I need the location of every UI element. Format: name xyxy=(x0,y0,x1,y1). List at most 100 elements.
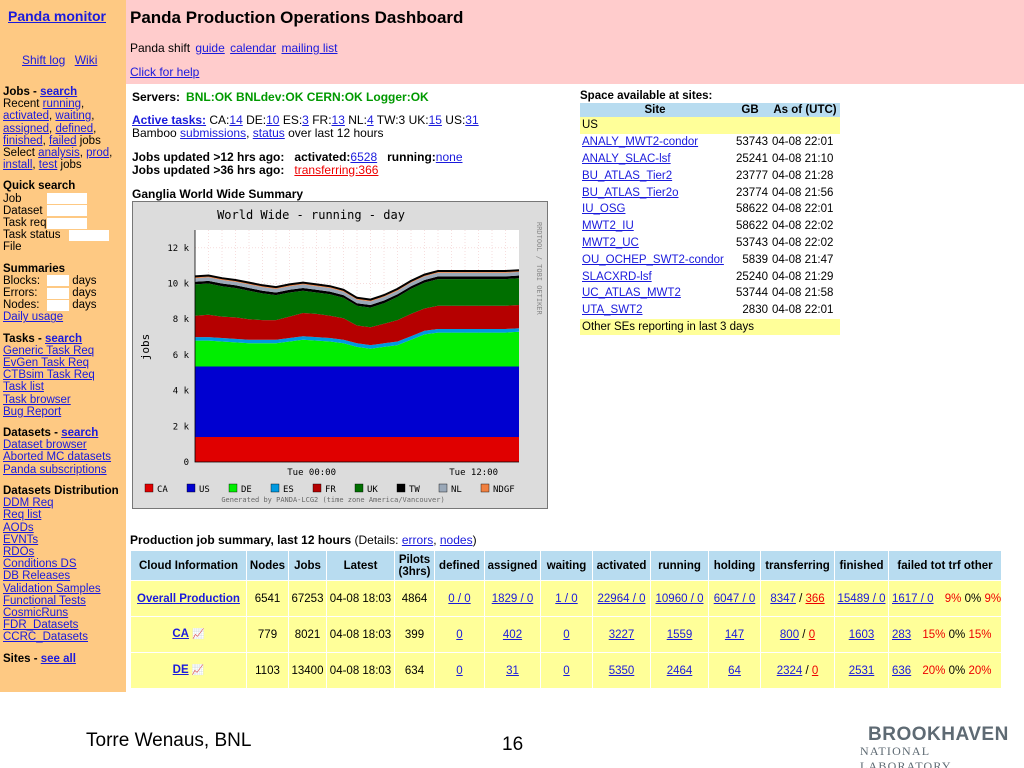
col-gb[interactable]: GB xyxy=(730,103,770,117)
cell-assigned[interactable]: 402 xyxy=(484,616,541,653)
dataset-input[interactable] xyxy=(47,205,87,217)
mailing-list-link[interactable]: mailing list xyxy=(281,41,338,55)
task-req-input[interactable] xyxy=(47,217,87,229)
cell-finished[interactable]: 2531 xyxy=(834,652,889,689)
tasks-es-link[interactable]: 3 xyxy=(302,113,309,127)
chart-icon[interactable]: 📈 xyxy=(192,629,205,640)
cosmic-runs-link[interactable]: CosmicRuns xyxy=(3,606,69,619)
cell-assigned[interactable]: 31 xyxy=(484,652,541,689)
bamboo-status-link[interactable]: status xyxy=(252,125,285,140)
cloud-cell[interactable]: DE 📈 xyxy=(130,652,247,689)
space-site[interactable]: MWT2_IU xyxy=(582,220,634,233)
cell-activated[interactable]: 3227 xyxy=(592,616,651,653)
space-site[interactable]: UC_ATLAS_MWT2 xyxy=(582,287,681,300)
jobs-test-link[interactable]: test xyxy=(38,159,58,172)
cell-holding[interactable]: 64 xyxy=(708,652,761,689)
space-site[interactable]: UTA_SWT2 xyxy=(582,304,643,317)
help-link[interactable]: Click for help xyxy=(130,65,200,79)
cell-running[interactable]: 10960 / 0 xyxy=(650,580,709,617)
jobs-activated-link[interactable]: activated xyxy=(3,110,50,123)
rdos-link[interactable]: RDOs xyxy=(3,545,35,558)
jobs-waiting-link[interactable]: waiting xyxy=(55,110,92,123)
cell-holding[interactable]: 6047 / 0 xyxy=(708,580,761,617)
ccrc-datasets-link[interactable]: CCRC_Datasets xyxy=(3,631,88,644)
datasets-search-link[interactable]: search xyxy=(61,427,99,440)
blocks-days-input[interactable] xyxy=(47,275,69,287)
daily-usage-link[interactable]: Daily usage xyxy=(3,311,64,324)
space-site[interactable]: ANALY_SLAC-lsf xyxy=(582,152,671,165)
bamboo-submissions-link[interactable]: submissions xyxy=(180,125,247,140)
jobs-analysis-link[interactable]: analysis xyxy=(38,147,80,160)
task-browser-link[interactable]: Task browser xyxy=(3,393,71,406)
stale-activated-link[interactable]: 6528 xyxy=(350,150,378,164)
nodes-days-input[interactable] xyxy=(47,299,69,311)
cell-running[interactable]: 1559 xyxy=(650,616,709,653)
aods-link[interactable]: AODs xyxy=(3,521,34,534)
bug-report-link[interactable]: Bug Report xyxy=(3,405,62,418)
col-site[interactable]: Site xyxy=(580,103,730,117)
jobs-failed-link[interactable]: failed xyxy=(49,134,77,147)
cell-failed[interactable]: 636 20% 0% 20% xyxy=(887,652,1003,689)
validation-samples-link[interactable]: Validation Samples xyxy=(3,582,101,595)
jobs-defined-link[interactable]: defined xyxy=(55,122,94,135)
guide-link[interactable]: guide xyxy=(195,41,225,55)
cell-holding[interactable]: 147 xyxy=(708,616,761,653)
db-releases-link[interactable]: DB Releases xyxy=(3,570,71,583)
cloud-cell[interactable]: Overall Production xyxy=(130,580,247,617)
task-status-input[interactable] xyxy=(69,229,109,241)
nodes-link[interactable]: nodes xyxy=(439,533,473,547)
tasks-uk-link[interactable]: 15 xyxy=(428,113,442,127)
space-site[interactable]: MWT2_UC xyxy=(582,236,639,249)
wiki-link[interactable]: Wiki xyxy=(74,53,98,67)
fdr-datasets-link[interactable]: FDR_Datasets xyxy=(3,619,79,632)
tasks-us-link[interactable]: 31 xyxy=(465,113,479,127)
cell-transferring[interactable]: 2324 / 0 xyxy=(760,652,835,689)
cell-defined[interactable]: 0 xyxy=(434,616,485,653)
cell-failed[interactable]: 283 15% 0% 15% xyxy=(887,616,1003,653)
ctbsim-task-req-link[interactable]: CTBsim Task Req xyxy=(3,369,95,382)
cell-failed[interactable]: 1617 / 0 9% 0% 9% xyxy=(887,580,1003,617)
job-input[interactable] xyxy=(47,193,87,205)
jobs-search-link[interactable]: search xyxy=(40,86,78,98)
tasks-ca-link[interactable]: 14 xyxy=(229,113,243,127)
generic-task-req-link[interactable]: Generic Task Req xyxy=(3,344,95,357)
cell-waiting[interactable]: 0 xyxy=(540,616,593,653)
stale-running-link[interactable]: none xyxy=(435,150,463,164)
tasks-de-link[interactable]: 10 xyxy=(266,113,280,127)
cell-finished[interactable]: 1603 xyxy=(834,616,889,653)
brand-link[interactable]: Panda monitor xyxy=(8,8,107,24)
space-site[interactable]: OU_OCHEP_SWT2-condor xyxy=(582,253,724,266)
cell-assigned[interactable]: 1829 / 0 xyxy=(484,580,541,617)
cell-defined[interactable]: 0 / 0 xyxy=(434,580,485,617)
space-site[interactable]: BU_ATLAS_Tier2o xyxy=(582,186,679,199)
chart-icon[interactable]: 📈 xyxy=(191,665,205,676)
errors-days-input[interactable] xyxy=(47,287,69,299)
cell-running[interactable]: 2464 xyxy=(650,652,709,689)
jobs-finished-link[interactable]: finished xyxy=(3,134,43,147)
evgen-task-req-link[interactable]: EvGen Task Req xyxy=(3,357,90,370)
cell-defined[interactable]: 0 xyxy=(434,652,485,689)
cell-transferring[interactable]: 8347 / 366 xyxy=(760,580,835,617)
evnts-link[interactable]: EVNTs xyxy=(3,533,39,546)
cell-activated[interactable]: 5350 xyxy=(592,652,651,689)
cell-transferring[interactable]: 800 / 0 xyxy=(760,616,835,653)
shift-log-link[interactable]: Shift log xyxy=(22,53,66,67)
dataset-browser-link[interactable]: Dataset browser xyxy=(3,439,87,452)
cell-activated[interactable]: 22964 / 0 xyxy=(592,580,651,617)
space-site[interactable]: SLACXRD-lsf xyxy=(582,270,652,283)
jobs-install-link[interactable]: install xyxy=(3,159,33,172)
cloud-cell[interactable]: CA 📈 xyxy=(130,616,247,653)
tasks-search-link[interactable]: search xyxy=(45,332,83,345)
cell-waiting[interactable]: 1 / 0 xyxy=(540,580,593,617)
task-list-link[interactable]: Task list xyxy=(3,381,44,394)
tasks-nl-link[interactable]: 4 xyxy=(366,113,374,127)
aborted-mc-link[interactable]: Aborted MC datasets xyxy=(3,451,112,464)
errors-link[interactable]: errors xyxy=(401,533,434,547)
jobs-assigned-link[interactable]: assigned xyxy=(3,122,50,135)
cell-finished[interactable]: 15489 / 0 xyxy=(834,580,889,617)
sites-see-all-link[interactable]: see all xyxy=(40,652,76,665)
req-list-link[interactable]: Req list xyxy=(3,509,42,522)
ddm-req-link[interactable]: DDM Req xyxy=(3,497,54,510)
jobs-running-link[interactable]: running xyxy=(42,98,82,111)
